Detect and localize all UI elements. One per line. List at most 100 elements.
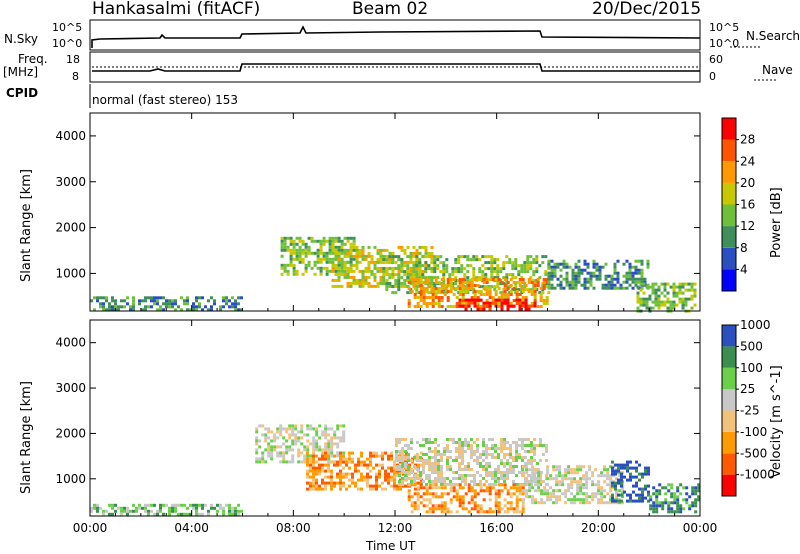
data-cell xyxy=(342,475,345,479)
data-cell xyxy=(327,439,331,443)
data-cell xyxy=(688,507,692,511)
data-cell xyxy=(291,439,295,443)
data-cell xyxy=(312,445,316,449)
data-cell xyxy=(406,260,410,264)
data-cell xyxy=(397,279,401,283)
data-cell xyxy=(536,444,539,447)
data-cell xyxy=(283,269,287,273)
data-cell xyxy=(490,273,494,277)
data-cell xyxy=(225,302,228,306)
data-cell xyxy=(153,512,156,516)
data-cell xyxy=(446,468,449,471)
data-cell xyxy=(446,465,449,468)
data-cell xyxy=(171,509,174,513)
data-cell xyxy=(310,239,314,243)
data-cell xyxy=(336,472,339,476)
data-cell xyxy=(279,424,283,428)
data-cell xyxy=(337,254,341,258)
data-cell xyxy=(552,495,556,499)
data-cell xyxy=(342,451,346,455)
data-cell xyxy=(573,498,577,502)
data-cell xyxy=(301,242,305,246)
data-cell xyxy=(661,501,665,505)
data-cell xyxy=(509,284,513,287)
data-cell xyxy=(515,296,519,299)
data-cell xyxy=(306,472,309,476)
data-cell xyxy=(436,258,440,262)
data-cell xyxy=(515,459,518,462)
data-cell xyxy=(334,284,338,288)
data-cell xyxy=(586,277,590,281)
data-cell xyxy=(654,297,658,301)
data-cell xyxy=(573,477,577,481)
data-cell xyxy=(597,480,601,484)
data-cell xyxy=(500,298,504,302)
data-cell xyxy=(336,475,339,479)
data-cell xyxy=(521,501,525,505)
data-cell xyxy=(414,481,417,485)
data-cell xyxy=(327,481,330,485)
data-cell xyxy=(679,504,683,508)
data-cell xyxy=(449,510,453,514)
data-cell xyxy=(440,471,443,474)
data-cell xyxy=(526,255,530,259)
data-cell xyxy=(641,490,644,494)
data-cell xyxy=(673,492,677,496)
data-cell xyxy=(428,450,431,453)
data-cell xyxy=(509,495,513,499)
data-cell xyxy=(494,298,498,302)
data-cell xyxy=(334,278,338,282)
data-cell xyxy=(670,510,674,514)
data-cell xyxy=(425,287,429,290)
data-cell xyxy=(467,298,471,302)
data-cell xyxy=(318,487,321,491)
data-cell xyxy=(646,262,650,266)
data-cell xyxy=(330,487,333,491)
data-cell xyxy=(528,486,532,490)
data-cell xyxy=(555,501,559,505)
data-cell xyxy=(237,302,240,306)
data-cell xyxy=(601,286,605,290)
data-cell xyxy=(427,251,431,255)
data-cell xyxy=(428,465,431,468)
data-cell xyxy=(496,270,500,274)
data-cell xyxy=(567,465,571,469)
data-cell xyxy=(533,301,537,305)
data-cell xyxy=(491,447,494,450)
data-cell xyxy=(559,280,563,284)
data-cell xyxy=(434,281,438,284)
data-cell xyxy=(117,506,120,510)
data-cell xyxy=(497,278,501,281)
data-cell xyxy=(351,457,354,461)
data-cell xyxy=(412,263,416,267)
data-cell xyxy=(401,465,404,468)
data-cell xyxy=(306,469,309,473)
data-cell xyxy=(484,276,488,280)
data-cell xyxy=(407,447,410,450)
data-cell xyxy=(339,475,342,479)
data-cell xyxy=(409,281,413,285)
data-cell xyxy=(445,258,449,262)
data-cell xyxy=(343,272,347,276)
data-cell xyxy=(387,457,390,461)
data-cell xyxy=(506,301,510,305)
data-cell xyxy=(434,486,438,490)
data-cell xyxy=(413,501,417,505)
data-cell xyxy=(393,484,396,488)
data-cell xyxy=(461,468,464,471)
data-cell xyxy=(521,299,525,302)
data-cell xyxy=(440,510,444,514)
data-cell xyxy=(502,264,506,268)
data-cell xyxy=(237,503,240,507)
data-cell xyxy=(515,447,518,450)
data-cell xyxy=(331,245,335,249)
data-cell xyxy=(398,438,401,441)
data-cell xyxy=(545,299,549,302)
data-cell xyxy=(96,509,99,513)
data-cell xyxy=(105,308,108,312)
data-cell xyxy=(694,501,698,505)
data-cell xyxy=(228,305,231,309)
data-cell xyxy=(494,301,498,305)
data-cell xyxy=(315,487,318,491)
data-cell xyxy=(631,277,635,281)
